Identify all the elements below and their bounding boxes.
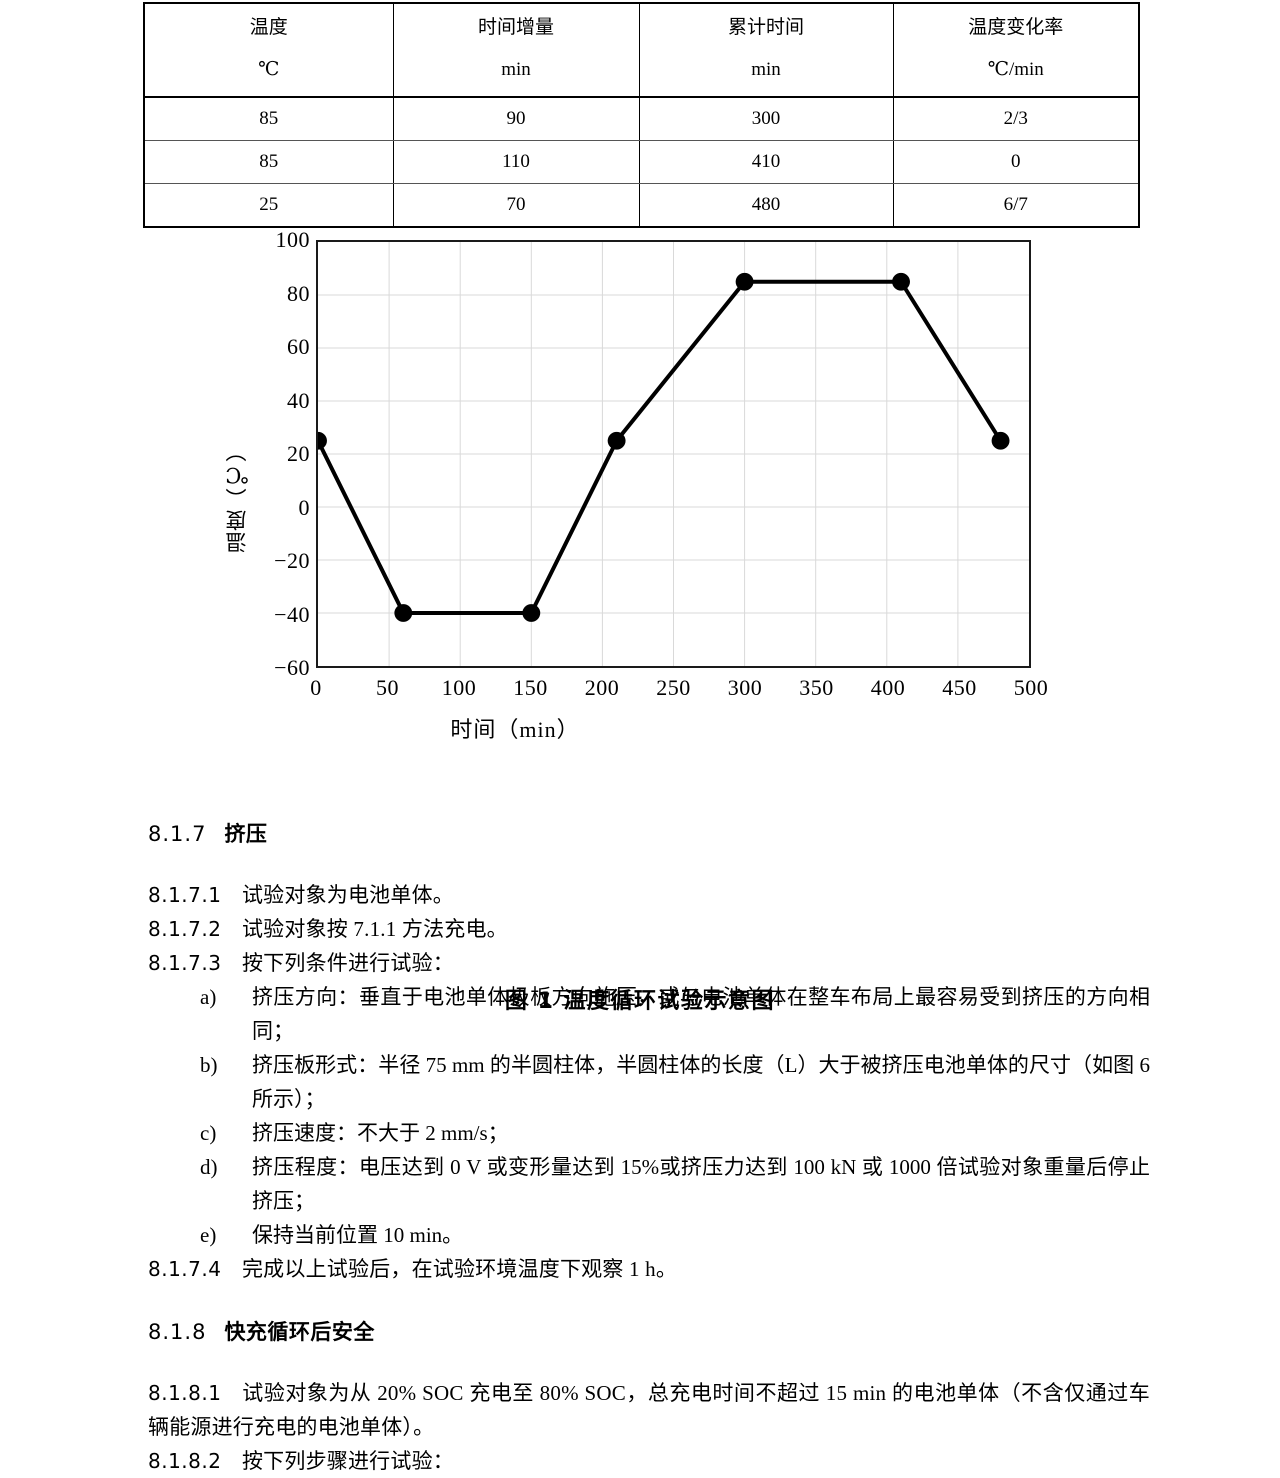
x-tick-label: 500 — [1013, 675, 1049, 700]
x-tick-label: 400 — [870, 675, 906, 700]
header-name: 温度变化率 — [968, 17, 1064, 38]
x-tick-label: 250 — [656, 675, 691, 700]
clause-number: 8.1.7.3 — [148, 951, 222, 976]
clause-8-1-7-1: 8.1.7.1 试验对象为电池单体。 — [148, 878, 1150, 912]
heading-number: 8.1.7 — [148, 822, 207, 846]
table-cell: 25 — [143, 182, 394, 228]
figure-caption: 图 1 温度循环试验示意图 — [504, 989, 776, 1014]
list-item-text: 挤压板形式：半径 75 mm 的半圆柱体，半圆柱体的长度（L）大于被挤压电池单体… — [252, 1053, 1150, 1112]
heading-number: 8.1.8 — [148, 1320, 207, 1345]
y-tick-label: 80 — [287, 280, 310, 306]
table-row: 25 70 480 6/7 — [143, 182, 1140, 228]
chart-canvas — [318, 242, 1029, 666]
heading-title: 挤压 — [224, 822, 268, 846]
clause-number: 8.1.8.2 — [148, 1449, 222, 1474]
clause-8-1-8-1: 8.1.8.1 试验对象为从 20% SOC 充电至 80% SOC，总充电时间不… — [148, 1376, 1150, 1444]
table-cell: 90 — [392, 96, 640, 141]
list-item-text: 挤压方向：垂直于电池单体极板方向施压，或与电池单体在整车布局上最容易受到挤压的方… — [252, 985, 1150, 1044]
header-name: 温度 — [249, 17, 288, 38]
list-item-marker: c) — [200, 1121, 217, 1146]
x-tick-label: 300 — [727, 675, 763, 700]
table-cell: 6/7 — [892, 182, 1140, 228]
table-header-cell-rate-of-change: 温度变化率 ℃/min — [892, 2, 1140, 98]
clause-8-1-7-3-list: a) 挤压方向：垂直于电池单体极板方向施压，或与电池单体在整车布局上最容易受到挤… — [148, 980, 1150, 1252]
clause-number: 8.1.7.1 — [148, 883, 222, 907]
table-cell: 2/3 — [892, 96, 1140, 141]
list-item-text: 保持当前位置 10 min。 — [252, 1223, 464, 1248]
chart-x-axis-ticks: 0 50 100 150 200 250 300 350 400 450 500 — [310, 675, 1048, 707]
header-name: 时间增量 — [477, 17, 554, 38]
table-cell: 410 — [638, 139, 894, 184]
x-tick-label: 150 — [513, 675, 548, 700]
table-cell: 85 — [143, 139, 394, 184]
x-tick-label: 350 — [799, 675, 834, 700]
heading-8-1-8: 8.1.8 快充循环后安全 — [148, 1316, 1150, 1346]
list-item-text: 挤压速度：不大于 2 mm/s； — [252, 1121, 509, 1146]
header-unit: ℃ — [258, 59, 280, 81]
table-row: 85 90 300 2/3 — [143, 96, 1140, 141]
list-item: b) 挤压板形式：半径 75 mm 的半圆柱体，半圆柱体的长度（L）大于被挤压电… — [148, 1048, 1150, 1116]
x-tick-label: 50 — [376, 675, 399, 700]
x-tick-label: 200 — [584, 675, 620, 700]
list-item-marker: a) — [200, 985, 217, 1010]
y-tick-label: 100 — [275, 227, 310, 252]
x-tick-label: 450 — [942, 675, 977, 700]
clause-8-1-7-3: 8.1.7.3 按下列条件进行试验： — [148, 946, 1150, 980]
document-body: 8.1.7 挤压 8.1.7.1 试验对象为电池单体。 8.1.7.2 试验对象按 7… — [148, 818, 1150, 1478]
y-tick-label: −40 — [274, 601, 310, 627]
table-cell: 300 — [638, 96, 894, 141]
list-item: a) 挤压方向：垂直于电池单体极板方向施压，或与电池单体在整车布局上最容易受到挤… — [148, 980, 1150, 1048]
clause-text: 试验对象为电池单体。 — [241, 883, 454, 907]
clause-8-1-7-2: 8.1.7.2 试验对象按 7.1.1 方法充电。 — [148, 912, 1150, 946]
clause-number: 8.1.7.2 — [148, 917, 222, 942]
clause-8-1-7-4: 8.1.7.4 完成以上试验后，在试验环境温度下观察 1 h。 — [148, 1252, 1150, 1286]
header-name: 累计时间 — [727, 17, 804, 38]
x-tick-label: 0 — [310, 675, 322, 700]
header-unit: min — [751, 59, 781, 81]
list-item-text: 挤压程度：电压达到 0 V 或变形量达到 15%或挤压力达到 100 kN 或 … — [252, 1155, 1150, 1214]
heading-title: 快充循环后安全 — [224, 1320, 375, 1345]
clause-text: 完成以上试验后，在试验环境温度下观察 1 h。 — [241, 1257, 678, 1282]
clause-text: 试验对象为从 20% SOC 充电至 80% SOC，总充电时间不超过 15 m… — [148, 1381, 1150, 1440]
list-item-marker: e) — [200, 1223, 217, 1248]
y-tick-label: −60 — [274, 655, 310, 680]
table-cell: 110 — [392, 139, 640, 184]
header-unit: ℃/min — [987, 59, 1044, 81]
y-tick-label: 20 — [287, 441, 310, 466]
table-header-row: 温度 ℃ 时间增量 min 累计时间 min 温度变化率 ℃/min — [143, 2, 1140, 98]
list-item-marker: b) — [200, 1053, 218, 1078]
header-unit: min — [501, 59, 531, 81]
y-tick-label: 40 — [287, 387, 310, 413]
chart-x-axis-label: 时间（min） — [450, 717, 580, 742]
temperature-cycle-table: 温度 ℃ 时间增量 min 累计时间 min 温度变化率 ℃/min 85 — [143, 2, 1140, 228]
clause-text: 按下列步骤进行试验： — [241, 1449, 454, 1474]
clause-number: 8.1.8.1 — [148, 1381, 222, 1406]
table-header-cell-time-increment: 时间增量 min — [392, 2, 640, 98]
table-cell: 0 — [892, 139, 1140, 184]
table-cell: 85 — [143, 96, 394, 141]
clause-text: 按下列条件进行试验： — [241, 951, 454, 976]
list-item: d) 挤压程度：电压达到 0 V 或变形量达到 15%或挤压力达到 100 kN… — [148, 1150, 1150, 1218]
chart-y-axis-ticks: 100 80 60 40 20 0 −20 −40 −60 — [236, 229, 310, 679]
list-item: c) 挤压速度：不大于 2 mm/s； — [148, 1116, 1150, 1150]
table-header-cell-cumulative-time: 累计时间 min — [638, 2, 894, 98]
y-tick-label: 0 — [298, 494, 310, 520]
list-item-marker: d) — [200, 1155, 218, 1180]
y-tick-label: 60 — [287, 334, 310, 359]
temperature-cycle-table-wrapper: 温度 ℃ 时间增量 min 累计时间 min 温度变化率 ℃/min 85 — [143, 2, 1140, 228]
clause-text: 试验对象按 7.1.1 方法充电。 — [241, 917, 508, 942]
y-tick-label: −20 — [274, 548, 310, 573]
clause-number: 8.1.7.4 — [148, 1257, 222, 1282]
chart-plot-area — [316, 240, 1031, 668]
x-tick-label: 100 — [441, 675, 477, 700]
table-header-cell-temperature: 温度 ℃ — [143, 2, 394, 98]
heading-8-1-7: 8.1.7 挤压 — [148, 818, 1150, 848]
temperature-cycle-chart: 温度（℃） 100 80 60 40 20 0 −20 −40 −60 0 50 100 150 200… — [0, 215, 1280, 1015]
clause-8-1-8-2: 8.1.8.2 按下列步骤进行试验： — [148, 1444, 1150, 1478]
table-row: 85 110 410 0 — [143, 139, 1140, 184]
table-cell: 70 — [392, 182, 640, 228]
list-item: e) 保持当前位置 10 min。 — [148, 1218, 1150, 1252]
